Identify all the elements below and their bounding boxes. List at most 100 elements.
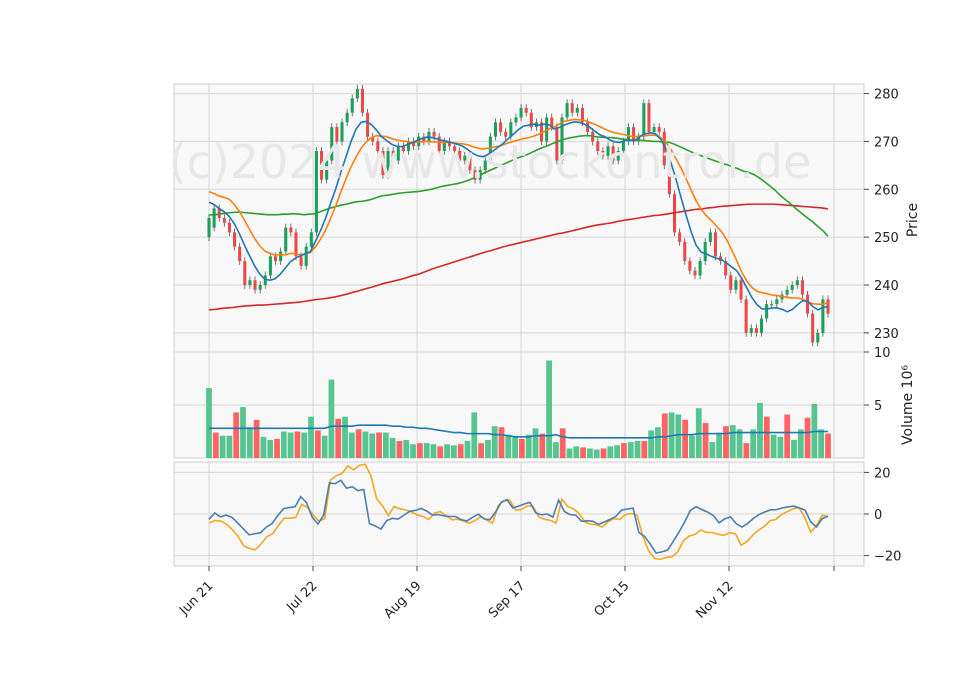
volume-bar — [702, 423, 709, 458]
volume-bar — [396, 441, 403, 458]
moving-average-blue-line — [208, 120, 829, 313]
volume-tick-label: 10 — [874, 346, 891, 361]
candle-body — [350, 98, 354, 113]
candle-body — [406, 141, 411, 151]
candle-body — [708, 232, 712, 242]
volume-bar — [328, 379, 335, 458]
price-tick-label: 270 — [874, 135, 899, 150]
candle-body — [320, 151, 324, 180]
price-tick-label: 250 — [874, 231, 899, 246]
candle-body — [632, 127, 636, 142]
volume-tick-label: 5 — [874, 399, 882, 414]
candle-body — [749, 328, 753, 333]
volume-bar — [464, 441, 471, 458]
volume-bar — [274, 438, 280, 458]
volume-bar — [797, 429, 804, 458]
candle-body — [816, 332, 820, 343]
volume-bar — [532, 428, 539, 458]
candle-body — [724, 261, 728, 276]
volume-bar — [723, 426, 729, 458]
volume-bar — [212, 432, 219, 458]
candle-body — [826, 299, 830, 314]
candle-body — [754, 328, 758, 333]
candle-body — [713, 232, 717, 257]
volume-bar — [621, 443, 627, 458]
volume-bar — [553, 442, 559, 458]
x-tick-label: Nov 12 — [693, 579, 736, 622]
volume-bar — [559, 428, 566, 458]
candle-body — [376, 141, 380, 151]
candle-body — [360, 88, 365, 113]
candle-body — [770, 304, 774, 306]
price-panel-background — [173, 83, 865, 353]
candle-body — [555, 127, 559, 161]
volume-bar — [519, 438, 525, 458]
volume-bar — [593, 449, 600, 458]
candle-body — [309, 232, 313, 247]
candle-body — [258, 285, 262, 290]
candle-body — [289, 227, 293, 233]
volume-bar — [757, 402, 763, 458]
volume-bar — [314, 430, 321, 458]
volume-bar — [607, 446, 614, 458]
candle-body — [335, 127, 339, 142]
candle-body — [345, 112, 349, 123]
oscillator-panel: −20 0 20 — [173, 461, 901, 567]
candle-body — [652, 127, 656, 132]
candle-body — [212, 208, 216, 228]
candle-body — [243, 261, 247, 285]
candle-body — [626, 127, 631, 142]
volume-bar — [348, 432, 355, 458]
volume-bar — [539, 433, 546, 458]
volume-bar — [430, 444, 437, 458]
candle-body — [744, 299, 748, 333]
candle-body — [586, 122, 590, 132]
candle-body — [248, 280, 252, 285]
candle-body — [693, 270, 697, 276]
volume-bar — [770, 434, 777, 458]
candle-body — [775, 299, 779, 305]
volume-bar — [389, 437, 396, 458]
candle-body — [207, 218, 211, 238]
candle-body — [662, 131, 666, 166]
volume-bar — [233, 412, 240, 458]
volume-bar — [763, 416, 770, 458]
moving-average-green-line — [208, 134, 829, 237]
volume-bar — [655, 427, 661, 458]
candle-body — [570, 103, 574, 113]
watermark: (c)2024 www.stockontrol.de — [169, 135, 812, 189]
moving-average-orange-line — [208, 118, 829, 305]
volume-bar — [382, 432, 389, 458]
volume-bar — [416, 443, 423, 458]
price-tick-label: 280 — [874, 88, 899, 103]
candle-body — [499, 122, 503, 132]
candle-body — [340, 122, 344, 142]
x-axis: Jun 21 Jul 22 Aug 19 Sep 17 Oct 15 Nov 12 — [176, 566, 835, 622]
oscillator-orange-line — [208, 463, 829, 561]
candle-body — [279, 251, 283, 262]
candle-body — [299, 256, 303, 266]
volume-bar — [369, 433, 376, 458]
volume-bar — [627, 442, 634, 458]
volume-bar — [546, 360, 553, 458]
volume-bar — [682, 419, 689, 458]
volume-bar — [784, 414, 791, 458]
volume-bar — [260, 436, 267, 458]
candle-body — [550, 117, 554, 128]
candle-body — [795, 280, 799, 285]
volume-bar — [362, 431, 369, 458]
candle-body — [514, 117, 518, 123]
candle-body — [800, 280, 804, 295]
volume-bar — [825, 433, 831, 458]
candle-body — [253, 280, 257, 290]
candle-body — [442, 141, 446, 151]
candle-body — [806, 294, 810, 314]
candle-body — [606, 146, 610, 156]
candle-body — [529, 112, 533, 128]
candle-body — [396, 146, 400, 161]
volume-bar — [729, 425, 736, 458]
volume-bar — [423, 443, 430, 458]
candle-body — [734, 280, 738, 290]
candle-body — [698, 261, 702, 276]
volume-bar — [525, 434, 532, 458]
